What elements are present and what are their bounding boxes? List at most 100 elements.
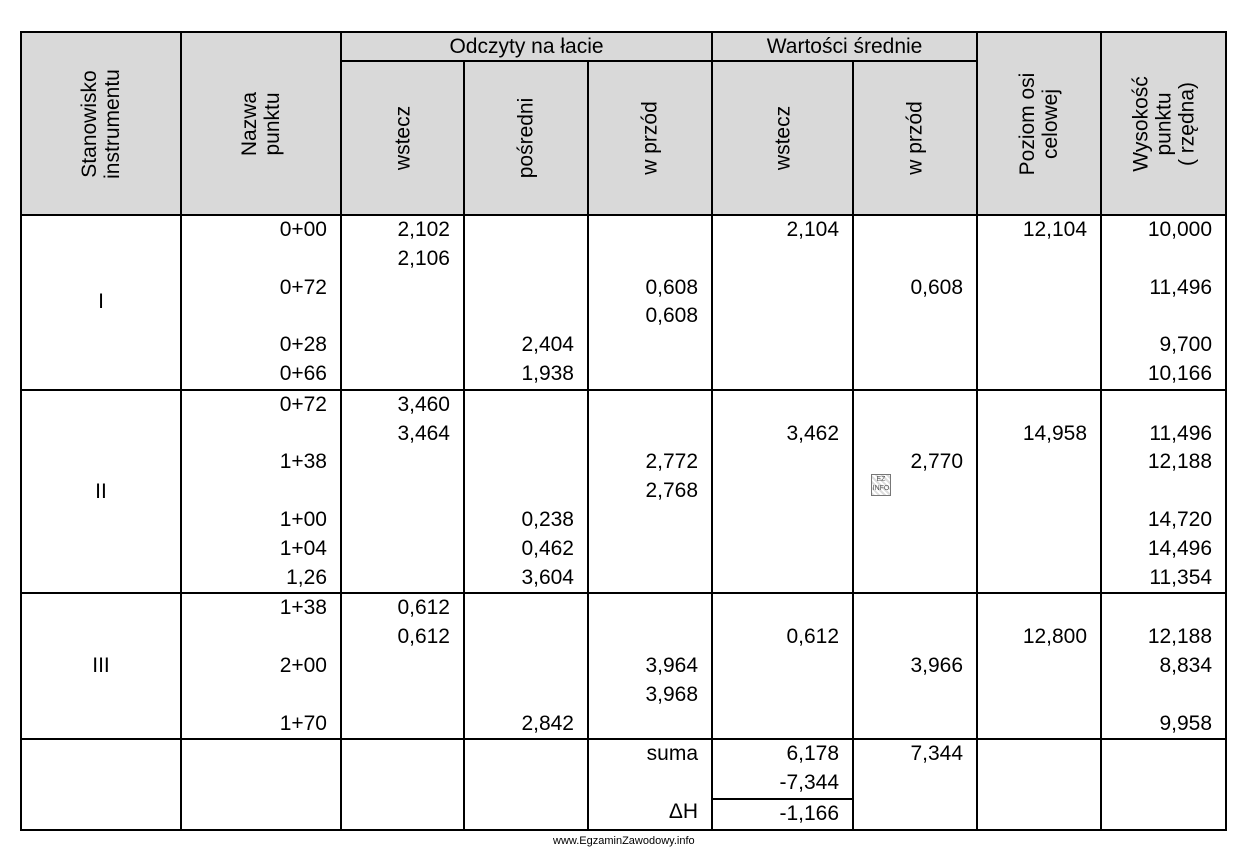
odczyt-wprzod-value: 3,964 [645,653,699,677]
poziom-osi-column: 14,958 [976,388,1103,595]
wysokosc-value: 11,496 [1149,275,1213,299]
srednia-wstecz-value [713,535,852,564]
poziom-osi-column: 12,800 [976,592,1103,741]
summary-row: suma ΔH 6,178 -7,344 -1,166 7,344 [20,738,1228,831]
summary-empty-cell [1100,738,1228,831]
poziom-osi-value [978,564,1100,593]
poziom-osi-value [978,477,1100,506]
srednia-wstecz-column: 0,612 [711,592,855,741]
odczyt-wstecz-value [342,535,463,564]
poziom-osi-value [978,360,1100,389]
point-value [182,420,340,449]
ez-stamp-icon: EZ INFO [871,474,891,496]
header-stanowisko: Stanowisko instrumentu [20,31,182,216]
srednia-wstecz-value [713,274,852,303]
odczyt-posredni-value [465,274,587,303]
srednia-wprzod-value: 2,770 [910,450,964,474]
poziom-osi-column: 12,104 [976,214,1103,391]
srednia-wstecz-value [713,681,852,710]
header-wysokosc: Wysokość punktu ( rzędna) [1100,31,1228,216]
summary-empty-cell [180,738,342,831]
poziom-osi-value [978,710,1100,739]
odczyt-wprzod-value [589,391,711,420]
header-odczyty-wstecz: wstecz [340,60,465,216]
delta-h-value: -1,166 [779,801,840,825]
srednia-wprzod-column: 3,966 [852,592,979,741]
odczyt-wprzod-value [589,420,711,449]
srednia-wstecz-value [713,710,852,739]
odczyt-wstecz-value [342,506,463,535]
odczyt-wprzod-value [589,623,711,652]
odczyt-wprzod-value [589,506,711,535]
srednia-wprzod-value [854,681,976,710]
poziom-osi-value [978,391,1100,420]
srednia-wprzod-value: 0,608 [910,275,964,299]
poziom-osi-value [978,594,1100,623]
wysokosc-column: 10,000 11,496 9,700 10,166 [1100,214,1228,391]
odczyt-wprzod-value: 2,768 [645,479,699,503]
srednia-wprzod-value [854,216,976,245]
odczyt-posredni-value [465,245,587,274]
srednia-wstecz-value [713,448,852,477]
odczyt-posredni-value [465,420,587,449]
header-wartosci-wprzod: w przód [852,60,979,216]
header-wartosci-wstecz: wstecz [711,60,855,216]
odczyt-posredni-value [465,681,587,710]
odczyt-wstecz-column: 2,102 2,106 [340,214,465,391]
sum-minus: -7,344 [713,769,853,800]
odczyt-posredni-value: 0,238 [521,507,574,531]
srednia-wstecz-value [713,360,852,389]
summary-spacer [589,769,711,798]
odczyt-wprzod-column: 0,608 0,608 [586,214,714,391]
poziom-osi-value [978,245,1100,274]
srednia-wstecz-value [713,564,852,593]
srednia-wstecz-value [713,391,852,420]
srednia-wstecz-value [713,245,852,274]
summary-empty-cell [20,738,182,831]
srednia-wstecz-value: 0,612 [786,625,840,649]
poziom-osi-value [978,274,1100,303]
station-label: II [95,479,107,503]
header-poziom: Poziom osi celowej [976,31,1103,216]
srednia-wprzod-value [854,331,976,360]
point-value [182,681,340,710]
point-column: 1+38 2+00 1+70 [180,592,342,741]
srednia-wprzod-value [854,391,976,420]
point-value: 0+72 [279,275,327,299]
header-wartosci: Wartości średnie [711,31,979,62]
srednia-wprzod-value [854,360,976,389]
station-row: II 0+72 1+38 1+00 1+04 1,26 3,460 3,464 0,238 0,4… [20,388,1228,595]
summary-labels: suma ΔH [586,738,714,831]
poziom-osi-value [978,448,1100,477]
poziom-osi-value [978,506,1100,535]
srednia-wstecz-value [713,477,852,506]
wysokosc-value: 9,700 [1159,333,1213,357]
odczyt-posredni-value: 0,462 [521,536,574,560]
wysokosc-value: 9,958 [1159,711,1213,735]
srednia-wstecz-value [713,652,852,681]
srednia-wstecz-value: 3,462 [786,421,840,445]
point-value: 1,26 [286,565,327,589]
poziom-osi-value: 14,958 [1022,421,1088,445]
point-value: 1+70 [279,711,327,735]
odczyt-wprzod-value [589,564,711,593]
wysokosc-value [1102,681,1225,710]
odczyt-wstecz-value: 0,612 [397,625,450,649]
odczyt-wstecz-value: 3,460 [397,392,450,416]
point-value: 0+66 [279,361,327,385]
odczyt-wstecz-column: 3,460 3,464 [340,388,465,595]
wysokosc-value: 14,720 [1147,507,1213,531]
srednia-wstecz-column: 2,104 [711,214,855,391]
odczyt-wprzod-column: 2,772 2,768 [586,388,714,595]
srednia-wstecz-value [713,594,852,623]
odczyt-posredni-column: 2,404 1,938 [463,214,589,391]
watermark: www.EgzaminZawodowy.info [553,835,695,847]
odczyt-wstecz-value [342,448,463,477]
wysokosc-value [1102,302,1225,331]
sum-wstecz: 6,178 [786,742,840,766]
odczyt-wprzod-value [589,360,711,389]
wysokosc-value [1102,477,1225,506]
poziom-osi-value [978,302,1100,331]
odczyt-wprzod-value [589,594,711,623]
wysokosc-column: 12,188 8,834 9,958 [1100,592,1228,741]
